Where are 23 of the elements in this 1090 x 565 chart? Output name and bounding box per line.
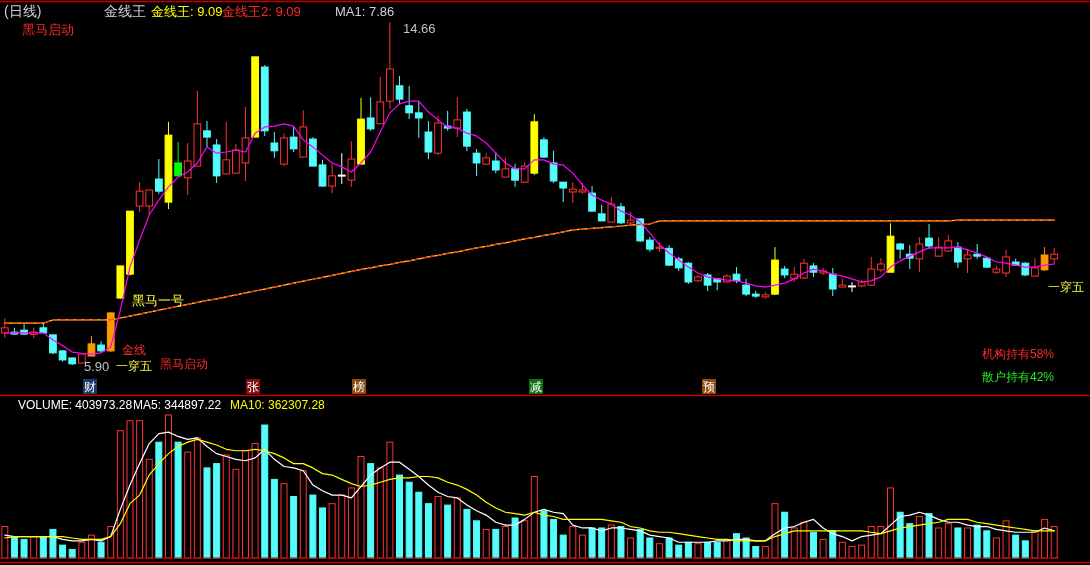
text: 减 [530, 380, 542, 394]
text: VOLUME: 403973.28 [18, 398, 133, 412]
annotation: 14.66 [403, 21, 436, 36]
annotation: 黑马一号 [132, 293, 184, 308]
annotation: 机构持有58% [982, 347, 1055, 361]
annotation: 5.90 [84, 359, 110, 374]
text: MA1: 7.86 [335, 4, 395, 19]
text: 金线王: 9.09 [151, 4, 223, 19]
text: 金线王2: 9.09 [222, 4, 301, 19]
annotation: 黑马启动 [22, 22, 74, 37]
text: 散户持有42% [982, 370, 1055, 384]
chart-title: (日线) [4, 3, 42, 19]
text: MA10: 362307.28 [230, 398, 326, 412]
annotation: 黑马启动 [160, 357, 208, 371]
annotation: 一穿五 [1048, 280, 1084, 294]
chart-subtitle: 金线王 [104, 3, 146, 19]
annotation: 一穿五 [116, 359, 152, 373]
text: 财 [84, 380, 96, 394]
text: 预 [703, 380, 715, 394]
text: 张 [247, 380, 259, 394]
text: 榜 [353, 380, 365, 394]
text: MA5: 344897.22 [133, 398, 222, 412]
annotation: 金线 [122, 343, 146, 357]
